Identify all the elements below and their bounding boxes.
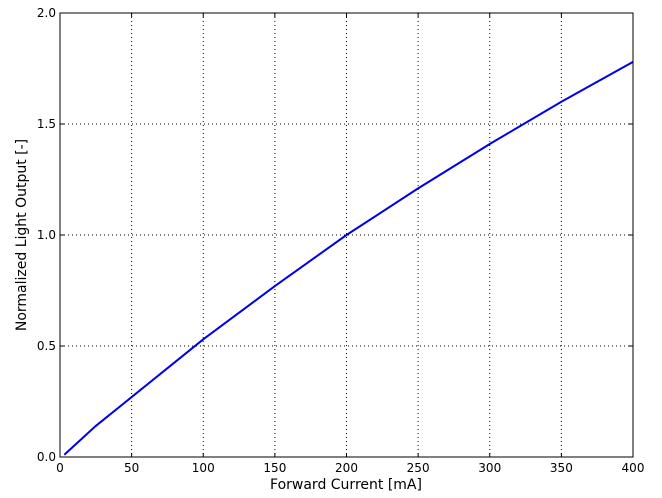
x-tick-label: 200: [335, 461, 358, 475]
x-axis-label: Forward Current [mA]: [270, 477, 422, 493]
x-tick-label: 250: [407, 461, 430, 475]
plot-frame: [59, 12, 634, 458]
x-tick-label: 350: [550, 461, 573, 475]
y-tick-label: 2.0: [37, 6, 56, 20]
x-tick-label: 100: [192, 461, 215, 475]
y-tick-label: 0.5: [37, 339, 56, 353]
x-tick-label: 300: [478, 461, 501, 475]
x-tick-label: 50: [124, 461, 139, 475]
line: [63, 60, 634, 456]
y-tick-label: 1.0: [37, 228, 56, 242]
y-axis-label: Normalized Light Output [-]: [14, 139, 30, 331]
x-tick-label: 150: [263, 461, 286, 475]
x-tick-label: 400: [622, 461, 645, 475]
y-tick-label: 1.5: [37, 117, 56, 131]
x-tick-label: 0: [56, 461, 64, 475]
y-tick-label: 0.0: [37, 450, 56, 464]
